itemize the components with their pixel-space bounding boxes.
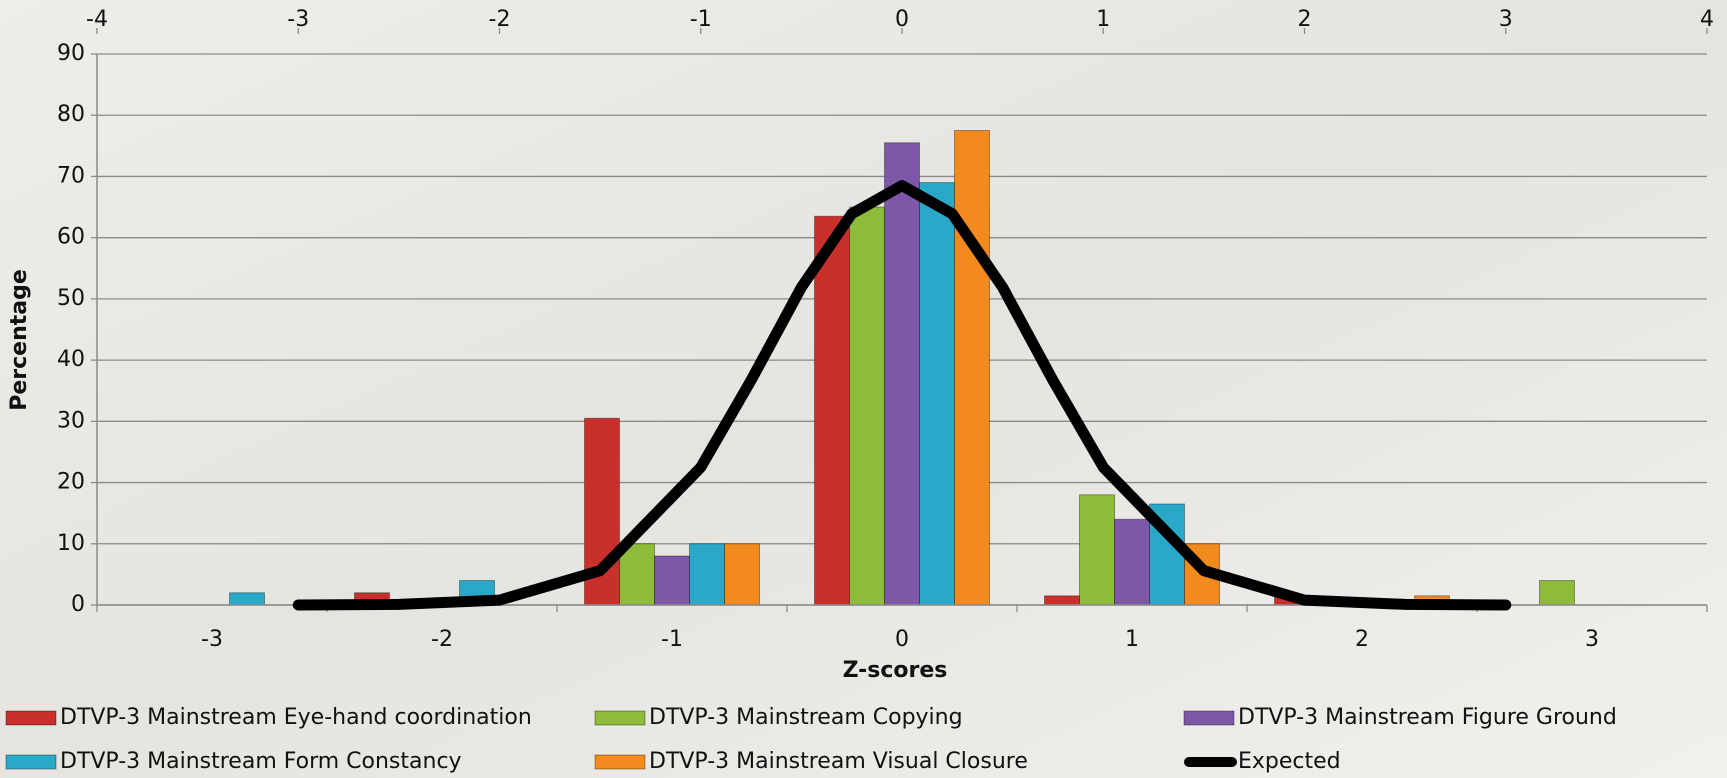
x-tick-label: -2 xyxy=(431,627,453,652)
bar xyxy=(1080,495,1115,605)
y-tick-label: 40 xyxy=(57,347,85,372)
y-tick-label: 70 xyxy=(57,163,85,188)
y-axis-title: Percentage xyxy=(7,269,32,411)
legend-swatch xyxy=(595,711,645,725)
y-tick-label: 30 xyxy=(57,408,85,433)
x-tick-label: 3 xyxy=(1585,627,1599,652)
chart: Z-scores Percentage 0102030405060708090-… xyxy=(0,0,1727,778)
legend-label: DTVP-3 Mainstream Visual Closure xyxy=(649,749,1028,774)
x-axis-title: Z-scores xyxy=(843,658,948,683)
bar xyxy=(1540,581,1575,605)
legend-label: DTVP-3 Mainstream Form Constancy xyxy=(60,749,462,774)
legend-label: DTVP-3 Mainstream Eye-hand coordination xyxy=(60,705,532,730)
bar xyxy=(690,544,725,605)
x-tick-label: 0 xyxy=(895,627,909,652)
x-tick-label: -1 xyxy=(661,627,683,652)
bar xyxy=(1045,596,1080,605)
legend-label: DTVP-3 Mainstream Copying xyxy=(649,705,963,730)
bar xyxy=(955,131,990,605)
legend-swatch xyxy=(6,711,56,725)
bar xyxy=(815,216,850,605)
x-tick-label: 2 xyxy=(1355,627,1369,652)
legend-label: DTVP-3 Mainstream Figure Ground xyxy=(1238,705,1617,730)
x-tick-label: -3 xyxy=(201,627,223,652)
legend-swatch xyxy=(6,755,56,769)
y-tick-label: 20 xyxy=(57,470,85,495)
bar xyxy=(655,556,690,605)
y-tick-label: 50 xyxy=(57,286,85,311)
page: {"chart_data": { "type": "bar", "x_label… xyxy=(0,0,1727,778)
bar xyxy=(850,207,885,605)
x-tick-label: 1 xyxy=(1125,627,1139,652)
y-tick-label: 60 xyxy=(57,225,85,250)
bar xyxy=(725,544,760,605)
y-tick-label: 90 xyxy=(57,41,85,66)
bar xyxy=(230,593,265,605)
legend-swatch xyxy=(1184,711,1234,725)
bar xyxy=(1115,519,1150,605)
bar xyxy=(885,143,920,605)
legend-swatch xyxy=(595,755,645,769)
y-tick-label: 80 xyxy=(57,102,85,127)
y-tick-label: 0 xyxy=(71,592,85,617)
bar xyxy=(920,183,955,605)
legend-label: Expected xyxy=(1238,749,1341,774)
y-tick-label: 10 xyxy=(57,531,85,556)
